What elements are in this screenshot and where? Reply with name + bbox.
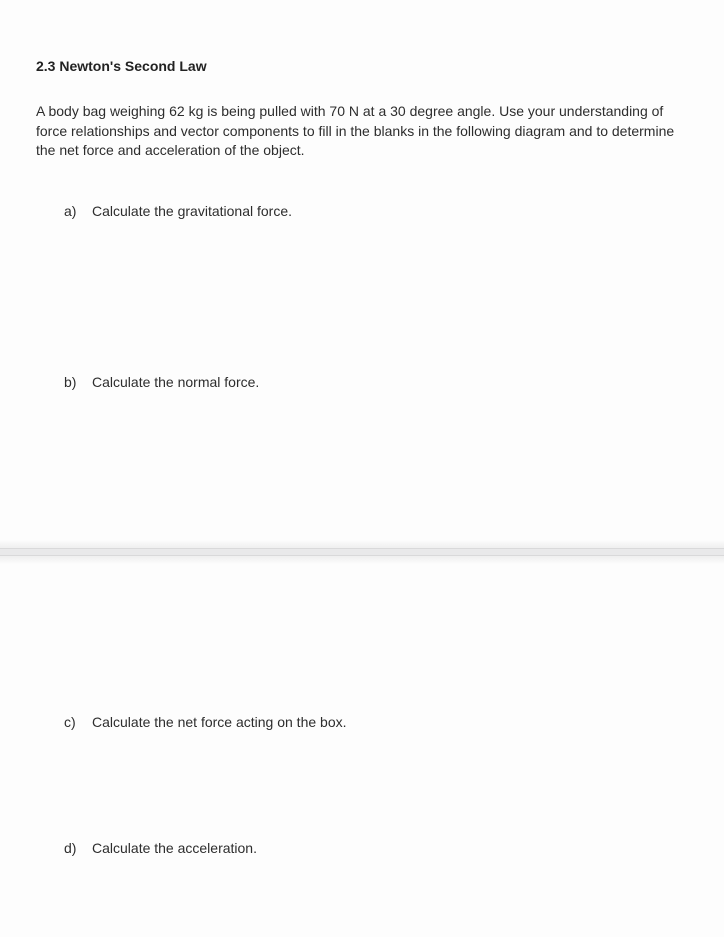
section-heading: 2.3 Newton's Second Law [36,58,688,74]
question-item: a) Calculate the gravitational force. [64,203,688,219]
question-list: a) Calculate the gravitational force. b)… [36,203,688,390]
question-letter: d) [64,840,82,856]
question-text: Calculate the net force acting on the bo… [92,714,347,730]
question-letter: b) [64,374,82,390]
question-item: c) Calculate the net force acting on the… [64,714,688,730]
section-number: 2.3 [36,58,55,74]
page-content: 2.3 Newton's Second Law A body bag weigh… [0,0,724,390]
section-title-text: Newton's Second Law [59,58,206,74]
question-letter: a) [64,203,82,219]
divider-gap [0,548,724,556]
question-text: Calculate the acceleration. [92,840,257,856]
divider-shadow-top [0,540,724,548]
page-content-2: c) Calculate the net force acting on the… [0,714,724,856]
document-page: 2.3 Newton's Second Law A body bag weigh… [0,0,724,937]
question-list: c) Calculate the net force acting on the… [36,714,688,856]
question-text: Calculate the normal force. [92,374,259,390]
question-item: d) Calculate the acceleration. [64,840,688,856]
question-letter: c) [64,714,82,730]
page-break-divider [0,540,724,564]
divider-shadow-bottom [0,556,724,564]
question-text: Calculate the gravitational force. [92,203,292,219]
question-item: b) Calculate the normal force. [64,374,688,390]
problem-prompt: A body bag weighing 62 kg is being pulle… [36,102,676,161]
